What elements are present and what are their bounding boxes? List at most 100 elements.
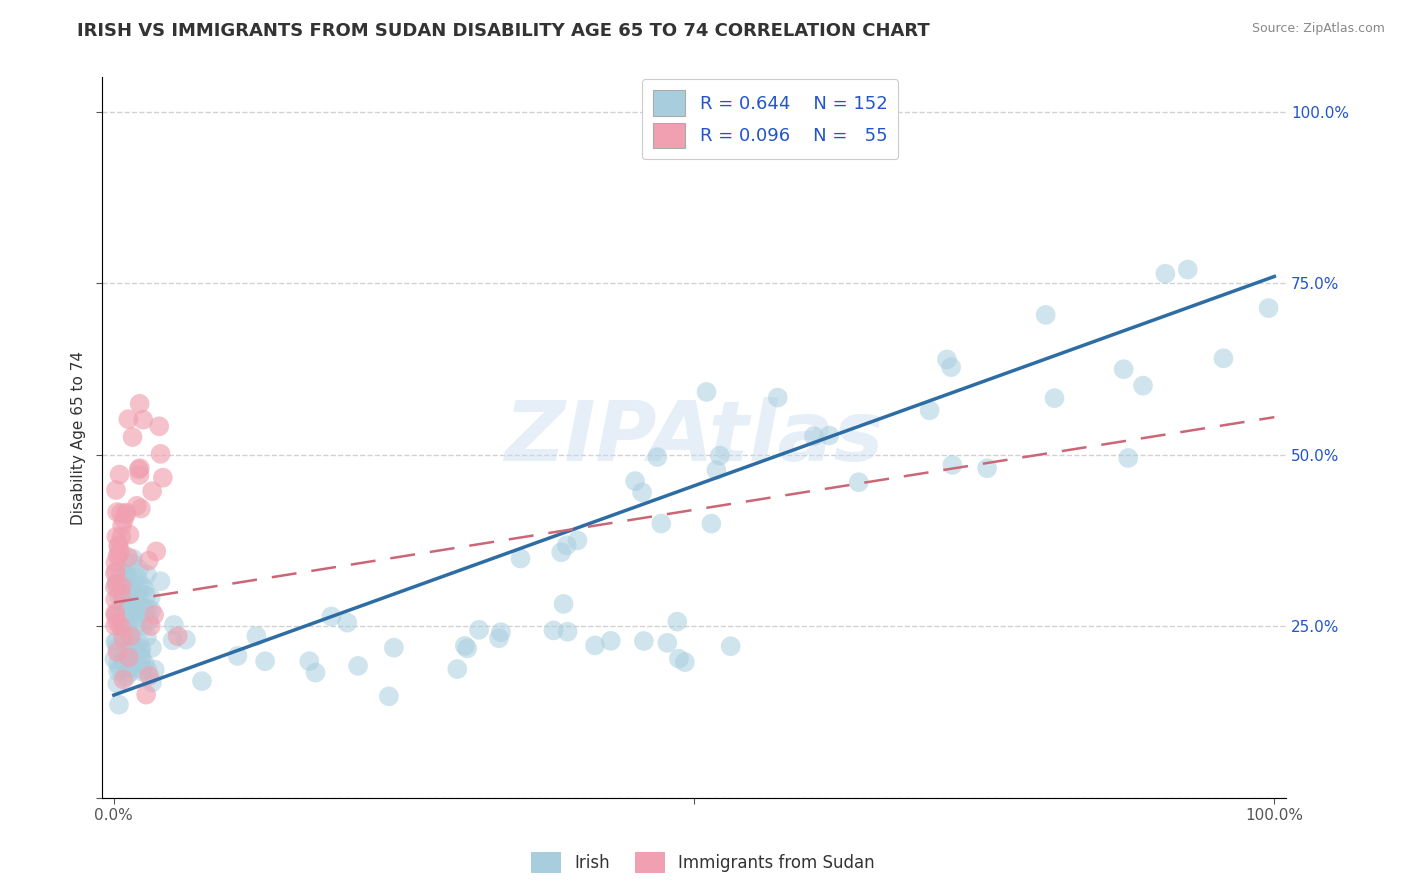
Point xyxy=(668,651,690,665)
Point xyxy=(128,616,150,631)
Legend: R = 0.644    N = 152, R = 0.096    N =   55: R = 0.644 N = 152, R = 0.096 N = 55 xyxy=(641,79,898,160)
Point xyxy=(321,609,343,624)
Point xyxy=(115,567,138,582)
Point xyxy=(152,471,174,485)
Point xyxy=(105,580,128,594)
Point xyxy=(1116,450,1139,465)
Point xyxy=(673,655,696,669)
Point xyxy=(1212,351,1234,366)
Point xyxy=(139,619,162,633)
Point xyxy=(132,582,155,596)
Point xyxy=(139,591,162,605)
Point xyxy=(105,641,128,656)
Point xyxy=(117,600,139,615)
Point xyxy=(127,582,149,596)
Point xyxy=(557,624,579,639)
Point xyxy=(111,618,134,632)
Point xyxy=(121,556,143,570)
Point xyxy=(112,634,135,648)
Point xyxy=(107,589,129,603)
Point xyxy=(226,648,249,663)
Point xyxy=(114,566,136,581)
Point xyxy=(555,538,578,552)
Point xyxy=(105,634,128,648)
Point xyxy=(121,640,143,655)
Point xyxy=(174,632,197,647)
Point xyxy=(127,594,149,608)
Point xyxy=(121,585,143,599)
Point xyxy=(112,591,135,606)
Point xyxy=(446,662,468,676)
Point xyxy=(115,506,138,520)
Point xyxy=(700,516,723,531)
Point xyxy=(120,628,142,642)
Point xyxy=(122,642,145,657)
Point xyxy=(122,594,145,608)
Point xyxy=(129,650,152,665)
Point xyxy=(104,564,127,578)
Point xyxy=(107,615,129,630)
Point xyxy=(128,605,150,619)
Point xyxy=(107,657,129,671)
Point xyxy=(107,645,129,659)
Point xyxy=(118,584,141,599)
Point xyxy=(134,603,156,617)
Point xyxy=(129,501,152,516)
Point xyxy=(107,549,129,564)
Point xyxy=(112,652,135,666)
Point xyxy=(298,654,321,668)
Point xyxy=(141,675,163,690)
Point xyxy=(136,630,159,644)
Point xyxy=(105,575,128,590)
Point xyxy=(141,603,163,617)
Point xyxy=(141,640,163,655)
Y-axis label: Disability Age 65 to 74: Disability Age 65 to 74 xyxy=(72,351,86,524)
Point xyxy=(138,554,160,568)
Point xyxy=(111,615,134,630)
Point xyxy=(112,673,135,687)
Point xyxy=(118,527,141,541)
Point xyxy=(115,616,138,631)
Point xyxy=(112,608,135,623)
Point xyxy=(567,533,589,548)
Point xyxy=(1177,262,1199,277)
Point xyxy=(107,538,129,552)
Point xyxy=(488,632,510,646)
Point xyxy=(118,591,141,606)
Point xyxy=(107,664,129,678)
Point xyxy=(125,499,148,513)
Point xyxy=(117,550,139,565)
Point xyxy=(245,629,267,643)
Point xyxy=(650,516,672,531)
Point xyxy=(141,484,163,499)
Point xyxy=(120,629,142,643)
Point xyxy=(122,552,145,566)
Point xyxy=(105,576,128,591)
Point xyxy=(336,615,359,630)
Point xyxy=(657,636,679,650)
Point xyxy=(110,587,132,601)
Point xyxy=(131,578,153,592)
Point xyxy=(110,506,132,520)
Point xyxy=(128,397,150,411)
Point xyxy=(583,639,606,653)
Point xyxy=(128,462,150,476)
Point xyxy=(149,574,172,589)
Point xyxy=(378,690,401,704)
Point xyxy=(166,629,188,643)
Point xyxy=(114,657,136,671)
Point xyxy=(550,545,572,559)
Point xyxy=(121,577,143,591)
Point xyxy=(128,636,150,650)
Point xyxy=(110,544,132,558)
Point xyxy=(939,360,962,375)
Point xyxy=(115,622,138,636)
Point xyxy=(1043,391,1066,405)
Point xyxy=(489,625,512,640)
Point xyxy=(115,628,138,642)
Point xyxy=(104,618,127,632)
Point xyxy=(111,616,134,631)
Point xyxy=(114,605,136,619)
Point xyxy=(110,530,132,544)
Point xyxy=(709,449,731,463)
